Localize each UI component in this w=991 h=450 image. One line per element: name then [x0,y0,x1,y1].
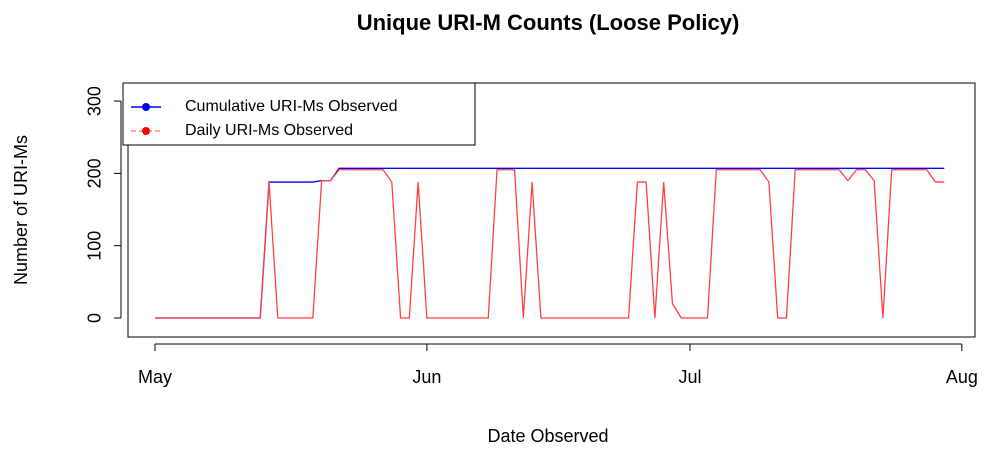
legend-label: Cumulative URI-Ms Observed [185,98,398,115]
x-tick-label: Jul [678,367,701,387]
x-tick-label: Jun [412,367,441,387]
series-line [155,167,945,319]
x-tick-label: Aug [946,367,978,387]
legend-label: Daily URI-Ms Observed [185,122,353,139]
y-tick-label: 200 [85,158,105,188]
chart-title: Unique URI-M Counts (Loose Policy) [357,10,740,35]
y-tick-label: 0 [85,313,105,323]
x-axis-label: Date Observed [487,426,608,446]
x-tick-label: May [138,367,172,387]
y-tick-label: 100 [85,231,105,261]
legend-marker [142,103,150,111]
legend-box [122,82,476,146]
series-line [155,169,945,319]
y-tick-label: 300 [85,86,105,116]
legend-marker [142,127,150,135]
y-axis-label: Number of URI-Ms [11,135,31,285]
plot-box [127,82,976,338]
